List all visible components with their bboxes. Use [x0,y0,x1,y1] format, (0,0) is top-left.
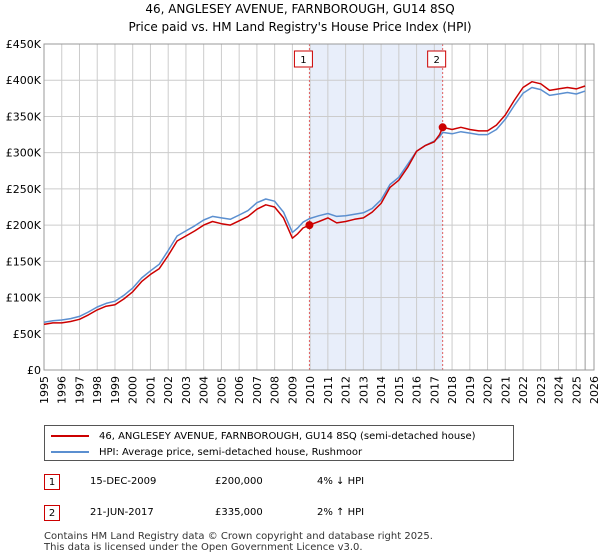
plot-frame [43,43,595,371]
x-tick-label: 2009 [286,376,299,404]
chart-title-block: 46, ANGLESEY AVENUE, FARNBOROUGH, GU14 8… [0,0,600,36]
x-tick-label: 2018 [446,376,459,404]
x-tick-label: 2012 [340,376,353,404]
x-tick-label: 2025 [570,376,583,404]
chart-title: 46, ANGLESEY AVENUE, FARNBOROUGH, GU14 8… [145,2,455,16]
x-tick-label: 2022 [517,376,530,404]
sale-point-1 [305,221,314,230]
sale-hpi-diff: 2% ↑ HPI [317,507,365,518]
legend-swatch-hpi [51,451,89,453]
x-tick-label: 2013 [357,376,370,404]
y-tick-label: £250K [6,183,42,196]
x-tick-label: 2005 [215,376,228,404]
sale-price: £335,000 [215,507,263,518]
sale-date: 21-JUN-2017 [90,507,154,518]
sale-marker-box: 2 [44,505,60,521]
x-tick-label: 2000 [127,376,140,404]
x-tick-label: 1997 [73,376,86,404]
x-tick-label: 2011 [322,376,335,404]
x-tick-label: 1999 [109,376,122,404]
x-tick-label: 2016 [411,376,424,404]
sale-marker-box [427,50,447,68]
series-line-property [43,80,586,326]
x-tick-label: 2020 [482,376,495,404]
series-line-hpi [43,86,586,323]
y-tick-label: £150K [6,255,42,268]
x-tick-label: 2019 [464,376,477,404]
y-tick-label: £400K [6,74,42,87]
y-tick-label: £300K [6,147,42,160]
x-tick-label: 2001 [144,376,157,404]
x-tick-label: 2021 [499,376,512,404]
sale-marker-1: 1 [293,50,313,68]
x-tick-label: 2023 [535,376,548,404]
x-tick-label: 2004 [198,376,211,404]
x-tick-label: 2026 [588,376,600,404]
x-tick-label: 2017 [428,376,441,404]
x-tick-label: 2024 [553,376,566,404]
y-tick-label: £50K [13,328,42,341]
chart-subtitle: Price paid vs. HM Land Registry's House … [128,20,472,34]
legend-label-property: 46, ANGLESEY AVENUE, FARNBOROUGH, GU14 8… [99,430,476,442]
x-tick-label: 2002 [162,376,175,404]
x-tick-label: 2015 [393,376,406,404]
legend-entry-property: 46, ANGLESEY AVENUE, FARNBOROUGH, GU14 8… [51,428,476,444]
chart-legend: 46, ANGLESEY AVENUE, FARNBOROUGH, GU14 8… [44,425,514,461]
sale-hpi-diff: 4% ↓ HPI [317,476,365,487]
sale-price: £200,000 [215,476,263,487]
y-tick-label: £200K [6,219,42,232]
sale-point-2 [438,123,447,132]
x-tick-label: 2010 [304,376,317,404]
x-tick-label: 2007 [251,376,264,404]
legend-label-hpi: HPI: Average price, semi-detached house,… [99,446,363,458]
footer: Contains HM Land Registry data © Crown c… [44,531,433,553]
y-tick-label: £100K [6,292,42,305]
legend-entry-hpi: HPI: Average price, semi-detached house,… [51,444,362,460]
sale-date: 15-DEC-2009 [90,476,157,487]
footer-copyright: Contains HM Land Registry data © Crown c… [44,531,433,542]
footer-licence: This data is licensed under the Open Gov… [44,542,363,553]
x-tick-label: 1996 [56,376,69,404]
sale-marker-label: 1 [300,55,306,66]
x-tick-label: 1998 [91,376,104,404]
y-tick-label: £350K [6,110,42,123]
sale-marker-2: 2 [427,50,447,68]
sale-marker-label: 2 [433,55,439,66]
y-tick-label: £450K [6,38,42,51]
x-tick-label: 2006 [233,376,246,404]
sale-marker-box: 1 [44,474,60,490]
x-tick-label: 1995 [38,376,51,404]
legend-swatch-property [51,435,89,437]
y-tick-label: £0 [27,364,41,377]
x-tick-label: 2003 [180,376,193,404]
shaded-span [309,44,443,370]
sale-marker-box [293,50,313,68]
price-chart: 1 2 £0 £50K £100K £150K £200K £250K £300K £350K £… [6,38,600,404]
x-tick-label: 2014 [375,376,388,404]
x-tick-label: 2008 [269,376,282,404]
